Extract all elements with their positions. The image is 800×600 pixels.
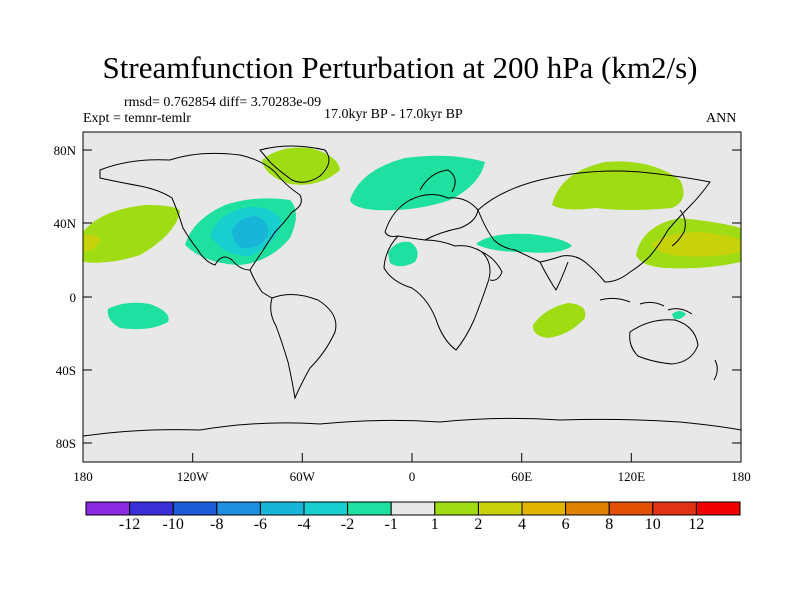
colorbar-swatch — [477, 501, 523, 516]
lon-label-180e: 180 — [731, 469, 751, 484]
colorbar-swatch — [129, 501, 174, 516]
lon-label-180w: 180 — [73, 469, 93, 484]
colorbar-swatch — [565, 501, 610, 516]
colorbar-label: 4 — [518, 516, 526, 533]
colorbar-label: 2 — [474, 516, 483, 533]
colorbar-label: 6 — [561, 516, 570, 533]
colorbar-label: 10 — [644, 516, 661, 533]
lat-label-80s: 80S — [56, 436, 76, 451]
colorbar-swatch — [303, 501, 349, 516]
colorbar-swatch — [390, 501, 436, 516]
colorbar-label: -12 — [118, 516, 141, 533]
colorbar-label: -4 — [297, 516, 311, 533]
contour-region-negative — [672, 311, 686, 320]
colorbar-swatch — [85, 501, 131, 516]
colorbar-label: 1 — [430, 516, 439, 533]
colorbar-swatch — [172, 501, 218, 516]
lon-label-120e: 120E — [618, 469, 646, 484]
colorbar-label: -8 — [210, 516, 224, 533]
colorbar-label: 8 — [605, 516, 614, 533]
contour-region-negative — [388, 241, 418, 267]
lat-label-40s: 40S — [56, 363, 76, 378]
colorbar-swatch — [695, 501, 741, 516]
contour-region-negative — [107, 302, 169, 330]
lat-label-0: 0 — [70, 290, 77, 305]
lon-label-120w: 120W — [177, 469, 210, 484]
lat-label-40n: 40N — [54, 216, 77, 231]
season-label: ANN — [706, 111, 737, 126]
colorbar-label: 12 — [688, 516, 705, 533]
page-title: Streamfunction Perturbation at 200 hPa (… — [102, 50, 698, 85]
colorbar — [85, 501, 741, 516]
experiment-label: Expt = temnr-temlr — [83, 111, 191, 126]
colorbar-label: -10 — [162, 516, 184, 533]
contour-region-positive-core — [652, 232, 741, 257]
contour-region-negative — [476, 233, 572, 253]
colorbar-swatch — [347, 501, 392, 516]
colorbar-label: -6 — [253, 516, 268, 533]
lon-label-60e: 60E — [511, 469, 532, 484]
colorbar-swatch — [259, 501, 305, 516]
stats-label: rmsd= 0.762854 diff= 3.70283e-09 — [124, 95, 322, 110]
lon-label-60w: 60W — [290, 469, 316, 484]
colorbar-swatch — [521, 501, 567, 516]
colorbar-swatch — [216, 501, 261, 516]
contour-region-positive — [532, 303, 586, 338]
colorbar-label: -2 — [340, 516, 355, 533]
contour-region-negative — [350, 155, 485, 211]
colorbar-swatch — [652, 501, 697, 516]
coastlines — [83, 145, 741, 437]
contour-region-positive-core — [83, 234, 100, 252]
contour-region-positive — [83, 205, 180, 263]
contour-region-negative-strong — [232, 216, 269, 249]
colorbar-swatch — [434, 501, 479, 516]
colorbar-swatch — [608, 501, 654, 516]
lon-label-0: 0 — [409, 469, 416, 484]
colorbar-label: -1 — [384, 516, 398, 533]
period-label: 17.0kyr BP - 17.0kyr BP — [324, 107, 463, 122]
lat-label-80n: 80N — [54, 143, 77, 158]
